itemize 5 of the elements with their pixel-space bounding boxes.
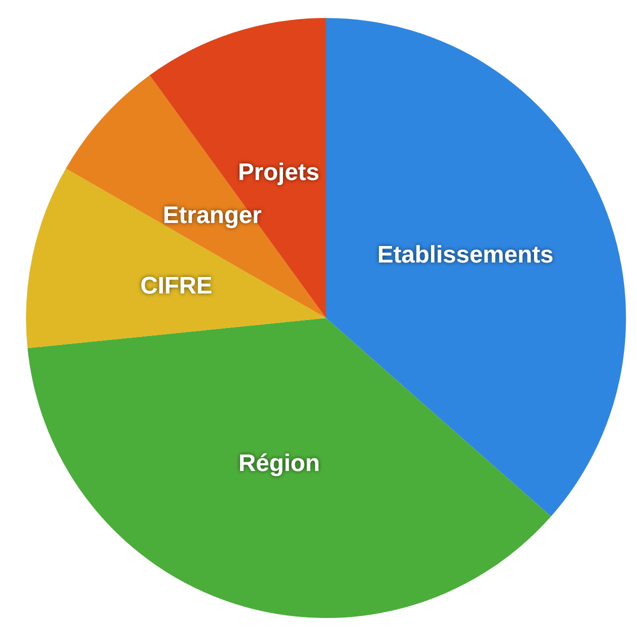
- slice-label: Etranger: [162, 202, 262, 230]
- slice-label: CIFRE: [140, 272, 212, 300]
- slice-label: Région: [238, 450, 320, 478]
- slice-label: Projets: [238, 158, 320, 186]
- slice-label: Etablissements: [377, 242, 554, 269]
